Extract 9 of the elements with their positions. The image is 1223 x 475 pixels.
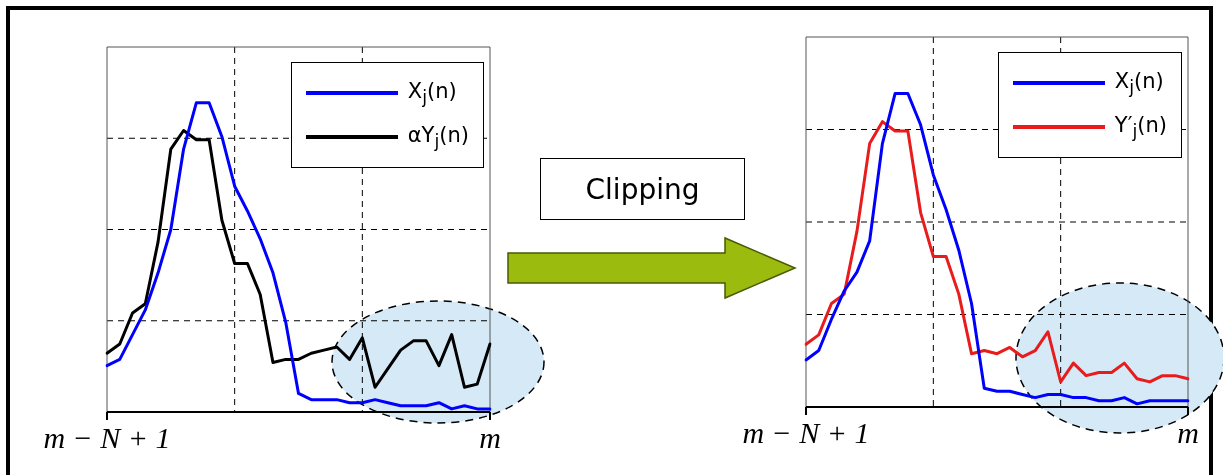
x-tick-label: m − N + 1 <box>43 420 171 454</box>
x-tick-label: m <box>479 420 501 454</box>
legend-label: X$_{j}$(n) <box>407 78 457 108</box>
x-tick-label: m − N + 1 <box>742 415 870 449</box>
text: Clipping <box>585 172 700 206</box>
legend-label: X$_{j}$(n) <box>1114 68 1164 98</box>
x-tick-label: m <box>1177 415 1199 449</box>
legend-label: αY$_{j}$(n) <box>407 122 469 152</box>
legend-label: Y′$_{j}$(n) <box>1114 112 1167 142</box>
